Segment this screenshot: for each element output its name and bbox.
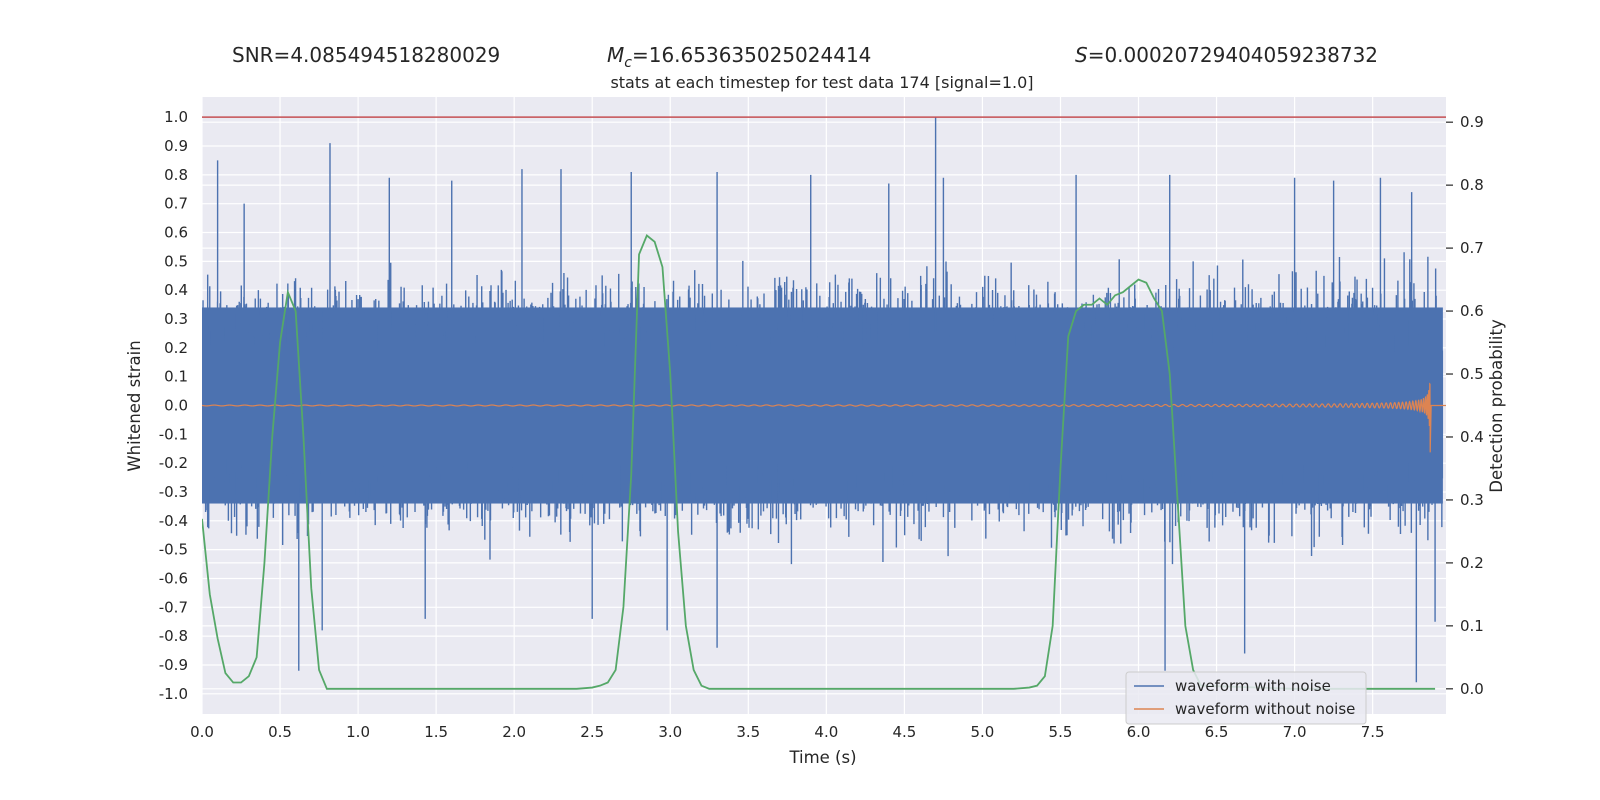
x-tick-label: 7.5 xyxy=(1361,723,1385,741)
y2-tick-label: 0.7 xyxy=(1460,239,1484,257)
x-tick-label: 0.0 xyxy=(190,723,214,741)
y2-tick-label: 0.3 xyxy=(1460,491,1484,509)
snr-stat: SNR=4.085494518280029 xyxy=(232,43,500,67)
waveform-without-noise-series xyxy=(202,382,1446,453)
x-tick-label: 7.0 xyxy=(1283,723,1307,741)
y-tick-label: -0.3 xyxy=(159,483,188,501)
y-tick-label: -0.8 xyxy=(159,627,188,645)
s-symbol: S xyxy=(1075,43,1088,67)
y-tick-label: -1.0 xyxy=(159,685,188,703)
y-tick-label: 0.4 xyxy=(164,281,188,299)
y2-tick-label: 0.2 xyxy=(1460,554,1484,572)
x-tick-label: 4.0 xyxy=(814,723,838,741)
y-tick-label: -0.1 xyxy=(159,425,188,443)
y-tick-label: -0.6 xyxy=(159,569,188,587)
chirp-mass-stat: Mc=16.653635025024414 xyxy=(607,43,871,71)
y-tick-label: 0.7 xyxy=(164,195,188,213)
y2-axis-ticks: 0.9 0.8 0.7 0.6 0.5 0.4 0.3 0.2 0.1 0.0 xyxy=(1446,113,1484,698)
x-tick-label: 5.0 xyxy=(970,723,994,741)
y-tick-label: 0.2 xyxy=(164,339,188,357)
snr-label: SNR= xyxy=(232,43,290,67)
x-tick-label: 6.5 xyxy=(1205,723,1229,741)
x-tick-label: 0.5 xyxy=(268,723,292,741)
detection-probability-series xyxy=(202,234,1436,690)
y-tick-label: 0.8 xyxy=(164,166,188,184)
x-tick-label: 1.0 xyxy=(346,723,370,741)
x-axis-ticks: 0.0 0.5 1.0 1.5 2.0 2.5 3.0 3.5 4.0 4.5 5.0 5.5 6.0 6… xyxy=(190,723,1384,741)
y-tick-label: 0.5 xyxy=(164,252,188,270)
y2-tick-label: 0.5 xyxy=(1460,365,1484,383)
y-tick-label: 0.6 xyxy=(164,224,188,242)
legend-box xyxy=(1125,671,1367,725)
y-tick-label: 0.9 xyxy=(164,137,188,155)
chart-title: stats at each timestep for test data 174… xyxy=(610,73,1033,92)
y-tick-label: 0.0 xyxy=(164,397,188,415)
s-stat: S=0.00020729404059238732 xyxy=(1075,43,1378,67)
x-tick-label: 1.5 xyxy=(424,723,448,741)
chirp-mass-symbol: M xyxy=(607,43,624,67)
y-tick-label: 1.0 xyxy=(164,108,188,126)
chirp-mass-value: =16.653635025024414 xyxy=(632,43,871,67)
y2-axis-label: Detection probability xyxy=(1487,319,1506,493)
y2-tick-label: 0.4 xyxy=(1460,428,1484,446)
y2-tick-label: 0.9 xyxy=(1460,113,1484,131)
x-tick-label: 6.0 xyxy=(1127,723,1151,741)
y2-tick-label: 0.0 xyxy=(1460,680,1484,698)
legend-label-noise: waveform with noise xyxy=(1175,677,1331,695)
y-tick-label: 0.1 xyxy=(164,368,188,386)
y2-tick-label: 0.6 xyxy=(1460,302,1484,320)
legend: waveform with noise waveform without noi… xyxy=(1125,671,1367,725)
snr-value: 4.085494518280029 xyxy=(290,43,500,67)
x-tick-label: 3.0 xyxy=(658,723,682,741)
y-tick-label: 0.3 xyxy=(164,310,188,328)
y2-tick-label: 0.8 xyxy=(1460,176,1484,194)
x-tick-label: 4.5 xyxy=(892,723,916,741)
y-axis-label: Whitened strain xyxy=(125,340,144,471)
y2-tick-label: 0.1 xyxy=(1460,617,1484,635)
y-axis-ticks: 1.0 0.9 0.8 0.7 0.6 0.5 0.4 0.3 0.2 0.1 0.0 -0.1 -0.… xyxy=(159,108,188,703)
y-tick-label: -0.7 xyxy=(159,598,188,616)
y-tick-label: -0.5 xyxy=(159,541,188,559)
x-axis-label: Time (s) xyxy=(788,748,856,767)
x-tick-label: 2.0 xyxy=(502,723,526,741)
x-tick-label: 2.5 xyxy=(580,723,604,741)
s-value: =0.00020729404059238732 xyxy=(1088,43,1378,67)
y-tick-label: -0.4 xyxy=(159,512,188,530)
legend-label-clean: waveform without noise xyxy=(1175,700,1355,718)
y-tick-label: -0.2 xyxy=(159,454,188,472)
y-tick-label: -0.9 xyxy=(159,656,188,674)
x-tick-label: 5.5 xyxy=(1049,723,1073,741)
x-tick-label: 3.5 xyxy=(736,723,760,741)
chirp-mass-sub: c xyxy=(624,55,632,71)
